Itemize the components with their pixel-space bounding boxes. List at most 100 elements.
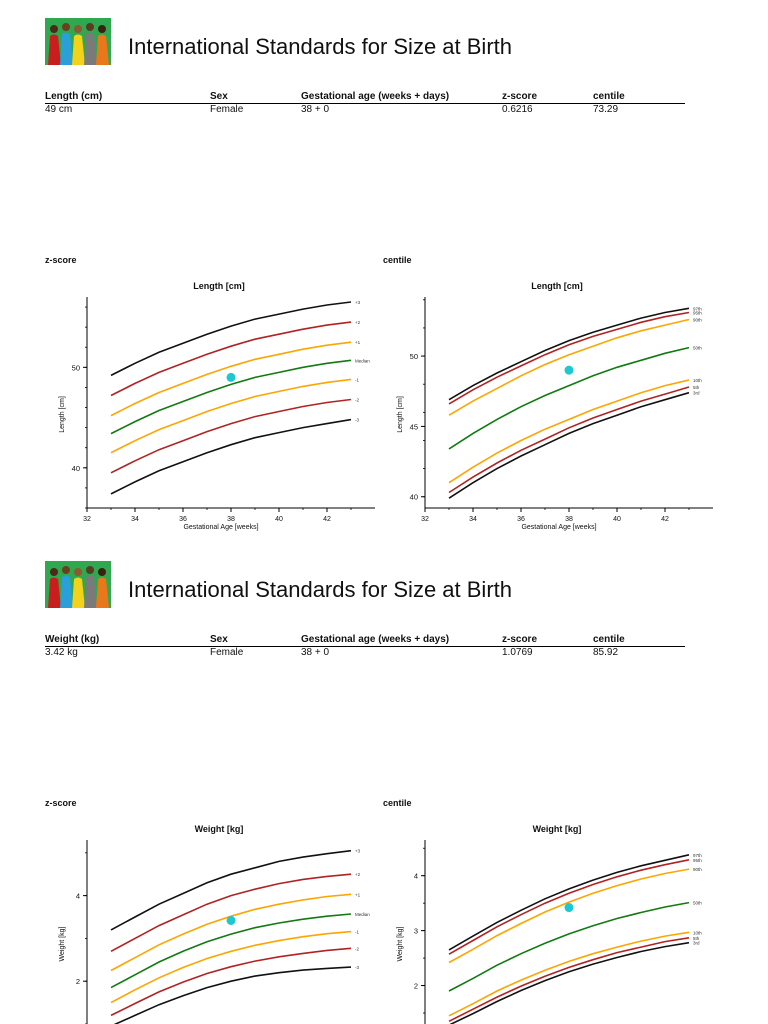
series-label: 90th <box>693 867 702 872</box>
chart-title: Weight [kg] <box>195 824 244 834</box>
series-line <box>113 966 352 1024</box>
x-tick-label: 34 <box>469 516 477 523</box>
header-z-score: z-score <box>502 634 538 645</box>
header-measurement: Length (cm) <box>45 91 103 102</box>
value-measurement: 3.42 kg <box>45 647 78 658</box>
series-line <box>448 311 690 405</box>
y-tick-label: 40 <box>72 464 80 473</box>
value-sex: Female <box>210 647 244 658</box>
header-sex: Sex <box>210 634 228 645</box>
value-z-score: 0.6216 <box>502 104 533 115</box>
series-label: +1 <box>355 340 361 345</box>
header-gestational-age: Gestational age (weeks + days) <box>301 91 450 102</box>
y-tick-label: 4 <box>414 872 418 881</box>
value-sex: Female <box>210 104 244 115</box>
women-logo-icon <box>45 18 111 65</box>
series-line <box>110 341 352 417</box>
y-axis-label: Weight [kg] <box>59 927 66 962</box>
measurement-table-header: Weight (kg) Sex Gestational age (weeks +… <box>45 634 685 646</box>
value-centile: 85.92 <box>593 647 619 658</box>
y-axis-label: Length [cm] <box>397 396 404 433</box>
header-gestational-age: Gestational age (weeks + days) <box>301 634 450 645</box>
report-section-weight: International Standards for Size at Birt… <box>0 543 768 1024</box>
measurement-table-row: 49 cm Female 38 + 0 0.6216 73.29 <box>45 104 685 116</box>
y-tick-label: 4 <box>76 892 80 901</box>
series-line <box>110 947 352 1017</box>
x-tick-label: 34 <box>131 516 139 523</box>
x-tick-label: 42 <box>323 516 331 523</box>
measurement-point <box>564 365 574 375</box>
series-label: 50th <box>693 901 702 906</box>
y-tick-label: 2 <box>76 977 80 986</box>
x-axis-label: Gestational Age [weeks] <box>183 524 258 531</box>
x-tick-label: 38 <box>227 516 235 523</box>
series-label: -2 <box>355 946 359 951</box>
series-line <box>448 318 690 416</box>
header-sex: Sex <box>210 91 228 102</box>
x-tick-label: 42 <box>661 516 669 523</box>
series-label: -1 <box>355 377 359 382</box>
x-tick-label: 32 <box>83 516 91 523</box>
series-label: 90th <box>693 318 702 323</box>
page-title: International Standards for Size at Birt… <box>128 577 512 602</box>
y-tick-label: 50 <box>72 363 80 372</box>
series-line <box>448 859 690 955</box>
report-section-length: International Standards for Size at Birt… <box>45 18 713 531</box>
table-divider <box>45 646 685 647</box>
z-score-panel-label: z-score <box>45 255 77 265</box>
series-line <box>110 398 352 474</box>
z-score-panel-label: z-score <box>45 798 77 808</box>
x-axis-label: Gestational Age [weeks] <box>521 524 596 531</box>
header-centile: centile <box>593 91 625 102</box>
y-axis-label: Weight [kg] <box>397 927 404 962</box>
series-line <box>448 307 690 401</box>
measurement-point <box>226 372 236 382</box>
series-line <box>110 418 352 495</box>
value-gestational-age: 38 + 0 <box>301 104 330 115</box>
length-centile-chart: Length [cm] 40 45 50 32 34 36 38 40 42 Gestational… <box>397 281 713 531</box>
series-label: -1 <box>355 930 359 935</box>
series-line <box>448 386 690 494</box>
series-label: 95th <box>693 858 702 863</box>
series-label: -2 <box>355 397 359 402</box>
series-line <box>448 901 690 992</box>
series-line <box>110 378 352 454</box>
series-line <box>449 941 690 1024</box>
series-line <box>448 346 690 450</box>
chart-title: Weight [kg] <box>533 824 582 834</box>
series-label: +2 <box>355 872 361 877</box>
value-gestational-age: 38 + 0 <box>301 647 330 658</box>
series-label: -3 <box>355 965 359 970</box>
series-label: 5th <box>693 936 700 941</box>
x-tick-label: 40 <box>613 516 621 523</box>
series-label: -3 <box>355 418 359 423</box>
x-tick-label: 38 <box>565 516 573 523</box>
women-logo-icon <box>45 561 111 608</box>
measurement-point <box>564 903 574 913</box>
series-label: +3 <box>355 300 361 305</box>
series-label: +3 <box>355 849 361 854</box>
series-line <box>448 868 690 964</box>
centile-panel-label: centile <box>383 798 412 808</box>
chart-title: Length [cm] <box>531 281 583 291</box>
header-z-score: z-score <box>502 91 538 102</box>
series-line <box>448 931 690 1017</box>
x-tick-label: 36 <box>179 516 187 523</box>
series-line <box>110 849 352 931</box>
value-z-score: 1.0769 <box>502 647 533 658</box>
series-label: Median <box>355 912 370 917</box>
series-label: 3rd <box>693 391 700 396</box>
y-tick-label: 2 <box>414 982 418 991</box>
series-line <box>110 913 352 989</box>
series-label: 3rd <box>693 941 700 946</box>
series-label: Median <box>355 358 370 363</box>
measurement-table-header: Length (cm) Sex Gestational age (weeks +… <box>45 91 685 103</box>
series-label: 97th <box>693 853 702 858</box>
measurement-table-row: 3.42 kg Female 38 + 0 1.0769 85.92 <box>45 647 685 659</box>
y-tick-label: 50 <box>410 352 418 361</box>
chart-title: Length [cm] <box>193 281 245 291</box>
weight-z-score-chart: Weight [kg] 2 4 Weight [kg] +3 +2 +1 Median -1 -2… <box>59 824 370 1024</box>
series-label: 97th <box>693 306 702 311</box>
series-label: 95th <box>693 310 702 315</box>
